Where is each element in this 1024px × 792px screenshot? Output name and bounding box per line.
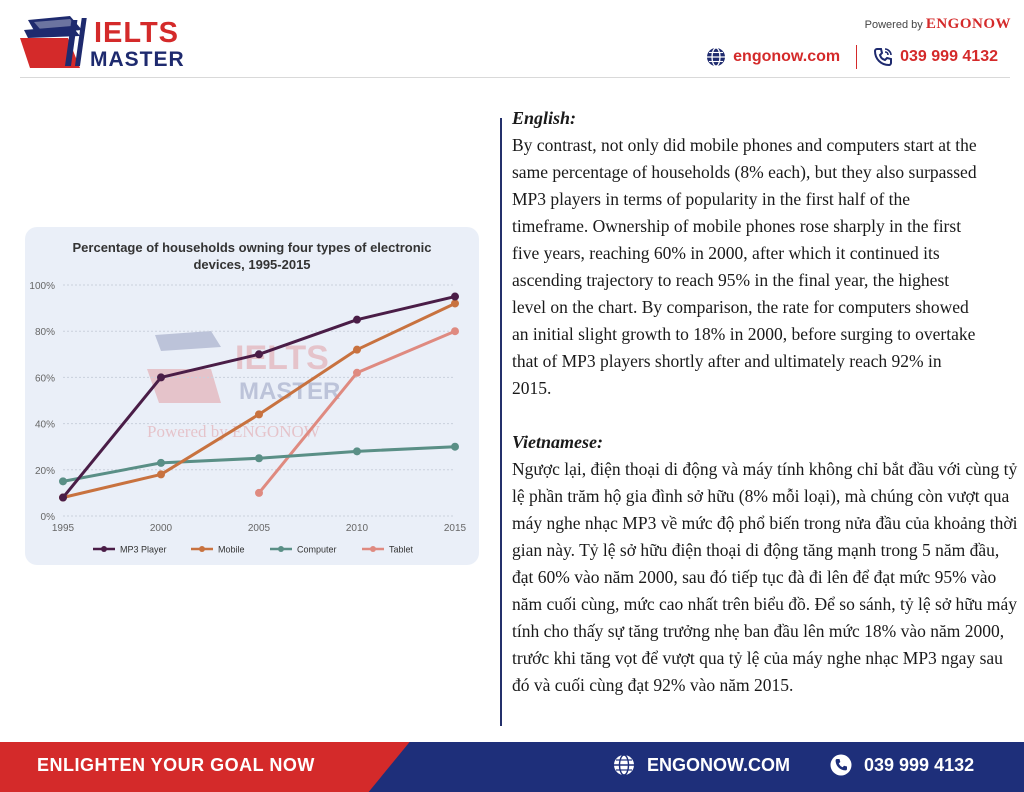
data-point-mp3-player	[59, 493, 67, 502]
data-point-mobile	[255, 410, 263, 419]
watermark-wing-red	[147, 369, 221, 403]
x-tick-label: 2010	[346, 523, 369, 534]
data-point-mp3-player	[255, 350, 263, 359]
y-tick-label: 0%	[41, 512, 56, 523]
header: IELTS MASTER Powered by ENGONOW engonow.…	[0, 0, 1024, 80]
legend-marker-computer	[278, 546, 284, 552]
y-tick-label: 100%	[29, 281, 55, 292]
vietnamese-paragraph: Ngược lại, điện thoại di động và máy tín…	[512, 459, 1018, 695]
header-phone-link[interactable]: 039 999 4132	[873, 47, 998, 67]
line-chart: IELTS MASTER Powered by ENGONOW Percenta…	[29, 240, 467, 555]
globe-icon	[707, 47, 726, 67]
ielts-master-logo[interactable]: IELTS MASTER	[20, 16, 190, 72]
footer-slogan: ENLIGHTEN YOUR GOAL NOW	[37, 755, 315, 775]
x-tick-label: 1995	[52, 523, 75, 534]
data-point-mobile	[451, 299, 459, 308]
data-point-mobile	[157, 470, 165, 479]
legend-label-tablet: Tablet	[389, 545, 414, 555]
footer-website-link[interactable]: ENGONOW.COM	[613, 754, 790, 776]
phone-icon	[874, 48, 893, 67]
header-website-link[interactable]: engonow.com	[706, 47, 840, 67]
legend-label-computer: Computer	[297, 545, 337, 555]
header-website-text: engonow.com	[733, 48, 841, 65]
data-point-mobile	[353, 345, 361, 354]
footer: ENLIGHTEN YOUR GOAL NOW ENGONOW.COM 039 …	[0, 742, 1024, 792]
powered-by-brand: ENGONOW	[925, 16, 1011, 32]
text-column: English: By contrast, not only did mobil…	[512, 105, 1020, 699]
data-point-computer	[157, 458, 165, 467]
footer-blue-band	[368, 742, 1024, 792]
data-point-computer	[59, 477, 67, 486]
paragraph-spacer	[512, 402, 1020, 429]
x-tick-label: 2000	[150, 523, 173, 534]
y-tick-label: 40%	[35, 420, 55, 431]
english-paragraph: By contrast, not only did mobile phones …	[512, 135, 977, 398]
footer-website-text: ENGONOW.COM	[647, 754, 790, 775]
phone-icon	[830, 754, 852, 776]
footer-phone-link[interactable]: 039 999 4132	[830, 754, 974, 776]
logo-text-top: IELTS	[94, 17, 180, 49]
legend-label-mobile: Mobile	[218, 545, 245, 555]
data-point-mp3-player	[157, 373, 165, 382]
data-point-mp3-player	[451, 292, 459, 301]
series-line-computer	[62, 445, 456, 483]
data-point-tablet	[451, 327, 459, 336]
vietnamese-label: Vietnamese:	[512, 432, 603, 452]
y-tick-label: 80%	[35, 327, 55, 338]
legend-marker-tablet	[370, 546, 376, 552]
header-contact: engonow.com 039 999 4132	[706, 45, 998, 69]
data-point-computer	[353, 447, 361, 456]
chart-card: IELTS MASTER Powered by ENGONOW Percenta…	[25, 227, 479, 565]
logo-text-bottom: MASTER	[90, 48, 185, 71]
content-divider	[500, 118, 502, 726]
chart-title-line2: devices, 1995-2015	[193, 257, 310, 272]
english-label: English:	[512, 108, 577, 128]
x-tick-label: 2015	[444, 523, 467, 534]
data-point-mp3-player	[353, 315, 361, 324]
footer-phone-text: 039 999 4132	[864, 754, 975, 775]
data-point-computer	[255, 454, 263, 463]
data-point-tablet	[353, 368, 361, 377]
legend-label-mp3-player: MP3 Player	[120, 545, 167, 555]
chart-title-line1: Percentage of households owning four typ…	[73, 240, 432, 255]
legend-marker-mobile	[199, 546, 205, 552]
data-point-computer	[451, 442, 459, 451]
watermark-text-bottom: MASTER	[239, 378, 340, 405]
header-phone-text: 039 999 4132	[900, 48, 998, 65]
header-contact-divider	[856, 45, 858, 69]
powered-by-label: Powered by ENGONOW	[865, 16, 1011, 33]
x-tick-label: 2005	[248, 523, 271, 534]
data-point-tablet	[255, 488, 263, 497]
logo-wing-icon	[20, 16, 87, 68]
powered-by-prefix: Powered by	[864, 19, 923, 31]
y-tick-label: 20%	[35, 466, 55, 477]
globe-icon	[614, 754, 634, 776]
watermark-wing-blue	[155, 331, 221, 351]
header-divider	[20, 77, 1010, 78]
legend-marker-mp3-player	[101, 546, 107, 552]
y-tick-label: 60%	[35, 373, 55, 384]
